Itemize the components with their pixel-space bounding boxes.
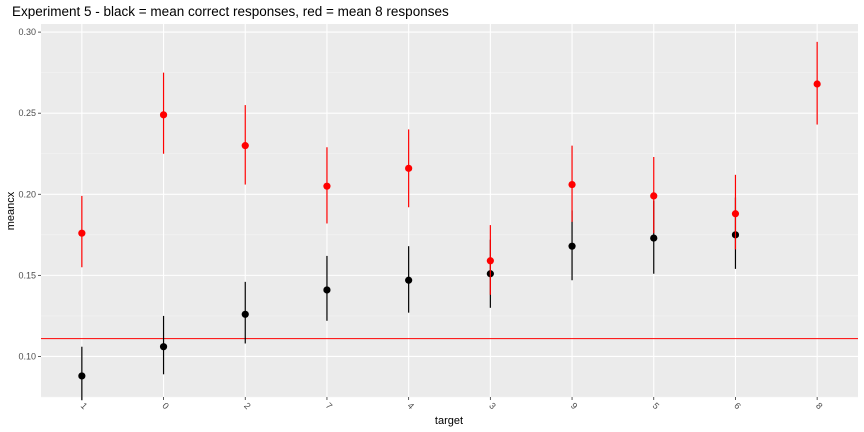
x-tick-label: 1 — [79, 401, 90, 412]
x-tick-label: 9 — [569, 401, 580, 412]
grid-minor — [41, 72, 858, 398]
x-tick-label: 5 — [651, 401, 662, 412]
data-point — [731, 210, 740, 218]
data-point — [405, 276, 413, 284]
y-tick-label: 0.10 — [18, 351, 36, 361]
data-point — [323, 286, 331, 294]
data-point — [650, 234, 658, 242]
x-tick-label: 8 — [814, 401, 825, 412]
y-tick-label: 0.25 — [18, 108, 36, 118]
data-point — [159, 111, 168, 119]
data-point — [813, 80, 821, 88]
x-tick-label: 3 — [487, 401, 498, 412]
data-point — [323, 182, 331, 190]
x-tick-label: 0 — [160, 401, 171, 412]
series-1 — [78, 41, 821, 295]
data-point — [650, 192, 658, 200]
x-axis-title: target — [435, 415, 463, 427]
x-tick-label: 2 — [242, 401, 253, 412]
y-tick-label: 0.20 — [18, 189, 36, 199]
data-point — [159, 343, 168, 351]
data-point — [241, 310, 249, 318]
data-point — [78, 372, 86, 380]
data-point — [405, 164, 413, 172]
data-point — [568, 242, 576, 250]
x-tick-label: 4 — [405, 401, 416, 412]
x-axis: 1 0 2 7 4 3 9 5 6 8 — [79, 397, 825, 411]
x-tick-label: 7 — [324, 401, 335, 412]
y-tick-label: 0.30 — [18, 27, 36, 37]
y-tick-label: 0.15 — [18, 270, 36, 280]
y-axis-title: meancx — [5, 191, 17, 230]
chart-title: Experiment 5 - black = mean correct resp… — [12, 4, 449, 19]
data-point — [241, 142, 249, 150]
x-tick-label: 6 — [732, 401, 743, 412]
data-point — [486, 257, 494, 265]
data-point — [568, 180, 576, 189]
data-marks — [78, 41, 821, 401]
data-point — [78, 229, 86, 237]
y-axis: 0.10 0.15 0.20 0.25 0.30 — [18, 27, 41, 361]
plot-panel — [41, 24, 858, 397]
